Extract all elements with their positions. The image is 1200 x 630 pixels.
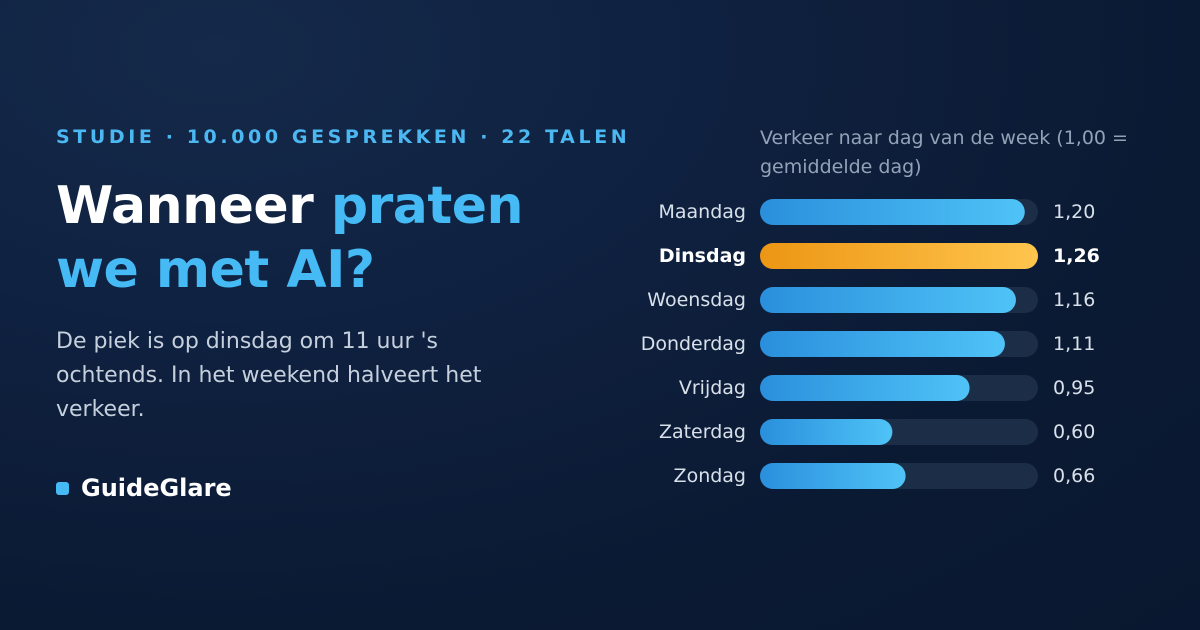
category-label-zondag: Zondag (674, 465, 746, 487)
value-label-maandag: 1,20 (1053, 201, 1095, 223)
bar-vrijdag (760, 375, 970, 401)
value-label-vrijdag: 0,95 (1053, 377, 1095, 399)
page-title: Wanneer praten we met AI? (56, 174, 576, 302)
brand: GuideGlare (56, 474, 232, 502)
category-label-dinsdag: Dinsdag (659, 245, 746, 267)
title-highlight: praten we met AI? (56, 176, 524, 300)
eyebrow-text: STUDIE · 10.000 GESPREKKEN · 22 TALEN (56, 126, 631, 148)
bar-woensdag (760, 287, 1016, 313)
value-label-zaterdag: 0,60 (1053, 421, 1095, 443)
title-plain: Wanneer (56, 176, 331, 236)
category-label-vrijdag: Vrijdag (679, 377, 746, 399)
lede-text: De piek is op dinsdag om 11 uur 's ochte… (56, 329, 482, 422)
bar-zondag (760, 463, 906, 489)
category-label-maandag: Maandag (659, 201, 747, 223)
bar-maandag (760, 199, 1025, 225)
category-label-zaterdag: Zaterdag (659, 421, 746, 443)
brand-name: GuideGlare (81, 474, 232, 502)
category-label-woensdag: Woensdag (647, 289, 746, 311)
bar-zaterdag (760, 419, 893, 445)
brand-square-icon (56, 481, 69, 495)
value-label-woensdag: 1,16 (1053, 289, 1095, 311)
category-label-donderdag: Donderdag (641, 333, 746, 355)
bar-dinsdag (760, 243, 1038, 269)
value-label-donderdag: 1,11 (1053, 333, 1095, 355)
value-label-zondag: 0,66 (1053, 465, 1095, 487)
chart-title: Verkeer naar dag van de week (1,00 = gem… (760, 127, 1128, 178)
bar-donderdag (760, 331, 1005, 357)
value-label-dinsdag: 1,26 (1053, 245, 1100, 267)
